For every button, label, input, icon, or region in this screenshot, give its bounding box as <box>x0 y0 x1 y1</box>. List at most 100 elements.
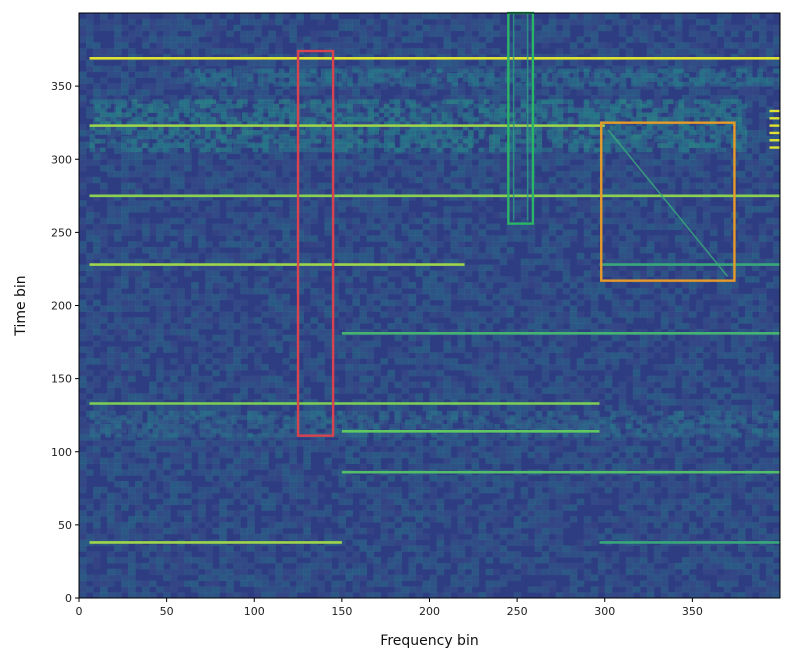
noise-cell <box>702 200 711 207</box>
noise-cell <box>296 223 304 231</box>
noise-cell <box>730 346 739 353</box>
noise-cell <box>296 346 304 353</box>
noise-cell <box>674 165 683 172</box>
noise-cell <box>772 545 780 552</box>
noise-cell <box>751 568 760 576</box>
noise-cell <box>555 498 564 505</box>
noise-cell <box>107 364 115 371</box>
noise-cell <box>261 486 269 494</box>
noise-cell <box>646 574 655 582</box>
noise-cell <box>303 323 311 330</box>
noise-cell <box>121 282 129 289</box>
noise-cell <box>744 516 753 523</box>
noise-cell <box>674 369 683 377</box>
noise-cell <box>457 182 466 190</box>
noise-cell <box>261 375 269 383</box>
noise-cell <box>142 328 150 336</box>
noise-cell <box>660 153 669 160</box>
noise-cell <box>226 264 234 271</box>
noise-cell <box>226 568 234 576</box>
noise-cell <box>716 352 725 359</box>
noise-cell <box>366 352 375 359</box>
noise-cell <box>170 229 178 236</box>
noise-cell <box>548 527 557 535</box>
noise-cell <box>737 457 746 465</box>
noise-cell <box>513 539 522 546</box>
noise-cell <box>660 287 669 295</box>
noise-cell <box>156 305 164 312</box>
noise-cell <box>527 223 536 231</box>
noise-cell <box>513 153 522 160</box>
noise-cell <box>408 334 417 342</box>
noise-cell <box>240 428 248 435</box>
noise-cell <box>345 486 353 494</box>
noise-cell <box>688 557 697 564</box>
noise-cell <box>254 223 262 231</box>
noise-cell <box>618 299 627 307</box>
noise-cell <box>261 387 269 394</box>
noise-cell <box>324 393 332 400</box>
noise-cell <box>688 165 697 172</box>
noise-cell <box>282 217 290 225</box>
noise-cell <box>86 159 94 166</box>
noise-cell <box>674 481 683 488</box>
noise-cell <box>548 492 557 500</box>
noise-cell <box>660 574 669 582</box>
noise-cell <box>506 282 515 289</box>
noise-cell <box>156 364 164 371</box>
noise-cell <box>751 252 760 260</box>
noise-cell <box>702 159 711 166</box>
noise-cell <box>114 498 122 505</box>
noise-cell <box>632 381 641 388</box>
noise-cell <box>513 211 522 219</box>
noise-cell <box>625 200 634 207</box>
noise-cell <box>765 481 774 488</box>
noise-cell <box>555 381 564 388</box>
noise-cell <box>135 533 143 541</box>
noise-cell <box>590 527 599 535</box>
noise-cell <box>464 369 473 377</box>
noise-cell <box>121 381 129 388</box>
noise-cell <box>639 282 648 289</box>
noise-cell <box>100 188 108 195</box>
noise-cell <box>744 247 753 254</box>
noise-cell <box>527 305 536 312</box>
noise-cell <box>93 340 101 348</box>
noise-cell <box>765 258 774 266</box>
noise-cell <box>296 206 304 213</box>
noise-cell <box>443 264 452 271</box>
noise-cell <box>121 264 129 271</box>
noise-cell <box>394 527 403 535</box>
noise-cell <box>422 334 431 342</box>
noise-cell <box>401 510 410 517</box>
noise-cell <box>275 387 283 394</box>
noise-cell <box>107 387 115 394</box>
noise-cell <box>163 481 171 488</box>
noise-cell <box>170 381 178 388</box>
noise-cell <box>135 334 143 342</box>
noise-cell <box>310 404 318 412</box>
noise-cell <box>191 557 199 564</box>
noise-cell <box>618 229 627 236</box>
noise-cell <box>233 211 241 219</box>
noise-cell <box>429 323 438 330</box>
noise-cell <box>317 264 325 271</box>
noise-cell <box>254 463 262 470</box>
noise-cell <box>527 334 536 342</box>
noise-cell <box>240 451 248 459</box>
noise-cell <box>93 264 101 271</box>
noise-cell <box>758 317 767 324</box>
noise-cell <box>373 545 382 552</box>
noise-cell <box>191 580 199 587</box>
noise-cell <box>527 481 536 488</box>
noise-cell <box>772 241 780 248</box>
noise-cell <box>296 562 304 570</box>
noise-cell <box>520 440 529 447</box>
noise-cell <box>422 305 431 312</box>
noise-cell <box>275 586 283 593</box>
noise-cell <box>674 235 683 242</box>
noise-cell <box>79 539 87 546</box>
noise-cell <box>149 387 157 394</box>
noise-cell <box>674 527 683 535</box>
noise-cell <box>583 364 592 371</box>
